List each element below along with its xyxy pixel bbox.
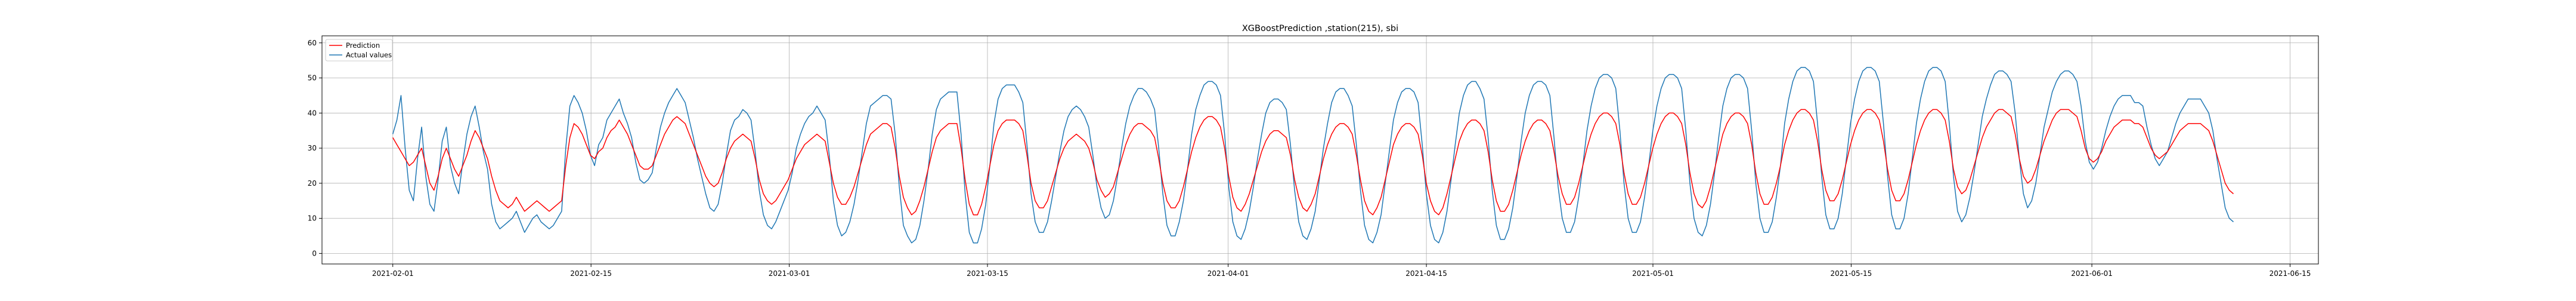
x-tick-label: 2021-06-01 — [2071, 269, 2113, 278]
legend: Prediction Actual values — [325, 39, 393, 62]
x-tick-label: 2021-05-15 — [1831, 269, 1872, 278]
y-axis-ticks: 0 10 20 30 40 50 60 — [308, 39, 322, 257]
chart-title: XGBoostPrediction ,station(215), sbi — [1242, 24, 1398, 33]
x-tick-label: 2021-05-01 — [1632, 269, 1674, 278]
y-tick-label: 10 — [308, 214, 317, 223]
y-tick-label: 30 — [308, 144, 317, 152]
axes-frame — [321, 35, 2319, 265]
x-tick-label: 2021-06-15 — [2270, 269, 2311, 278]
x-tick-label: 2021-03-15 — [967, 269, 1008, 278]
x-tick-label: 2021-03-01 — [769, 269, 810, 278]
x-tick-label: 2021-02-01 — [372, 269, 414, 278]
x-tick-label: 2021-02-15 — [570, 269, 612, 278]
y-tick-label: 20 — [308, 179, 317, 188]
series-layer — [392, 67, 2234, 244]
y-tick-label: 40 — [308, 109, 317, 117]
series-line-prediction — [392, 109, 2234, 216]
y-tick-label: 0 — [312, 249, 317, 257]
y-gridlines — [322, 42, 2318, 254]
x-axis-ticks: 2021-02-01 2021-02-15 2021-03-01 2021-03-15… — [372, 264, 2311, 278]
y-tick-label: 50 — [308, 74, 317, 82]
legend-label-actual: Actual values — [346, 51, 392, 59]
legend-box — [325, 39, 393, 62]
legend-label-prediction: Prediction — [346, 41, 380, 50]
series-line-actual — [392, 67, 2234, 244]
x-gridlines — [392, 36, 2290, 264]
y-tick-label: 60 — [308, 39, 317, 47]
x-tick-label: 2021-04-15 — [1405, 269, 1447, 278]
x-tick-label: 2021-04-01 — [1208, 269, 1249, 278]
